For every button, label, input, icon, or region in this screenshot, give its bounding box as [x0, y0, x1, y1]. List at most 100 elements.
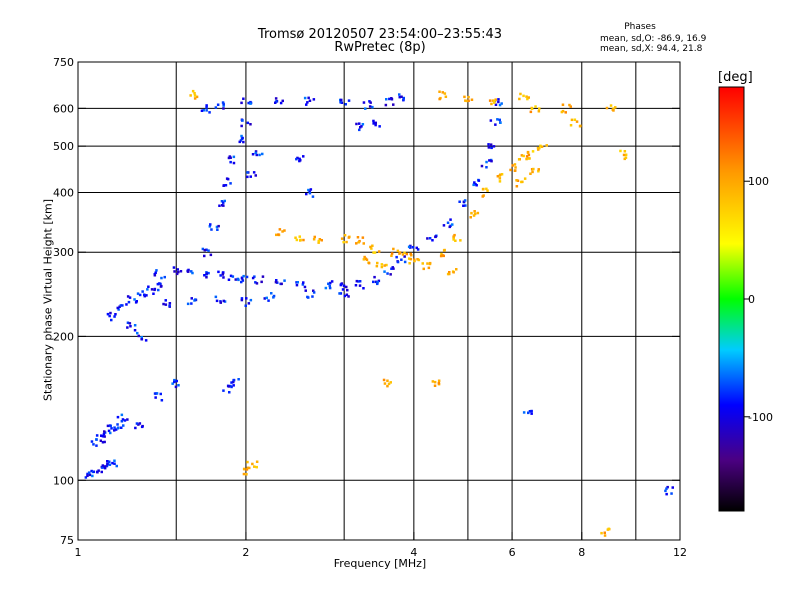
echo-point-x [522, 95, 525, 98]
echo-point-o [190, 270, 193, 273]
echo-point-o [490, 119, 493, 122]
echo-point-x [470, 216, 473, 219]
echo-point-o [389, 273, 392, 276]
echo-point-o [109, 424, 112, 427]
echo-point-o [187, 270, 190, 273]
echo-point-x [363, 242, 366, 245]
chart-subtitle: RwPretec (8p) [200, 41, 560, 55]
echo-point-o [241, 137, 244, 140]
echo-point-o [240, 281, 243, 284]
echo-point-x [527, 151, 530, 154]
echo-point-o [497, 101, 500, 104]
echo-point-o [499, 122, 502, 125]
echo-point-o [113, 463, 116, 466]
y-tick-label: 75 [60, 534, 74, 547]
echo-point-x [318, 240, 321, 243]
echo-point-o [237, 278, 240, 281]
echo-point-x [438, 98, 441, 101]
echo-point-x [514, 163, 517, 166]
echo-point-o [217, 225, 220, 228]
echo-point-o [383, 270, 386, 273]
echo-point-o [220, 301, 223, 304]
echo-point-o [373, 276, 376, 279]
echo-point-o [298, 158, 301, 161]
echo-point-o [313, 291, 316, 294]
echo-point-x [623, 154, 626, 157]
echo-point-x [532, 150, 535, 153]
echo-point-o [133, 298, 136, 301]
echo-point-x [614, 106, 617, 109]
echo-point-o [248, 302, 251, 305]
echo-point-o [124, 419, 127, 422]
echo-point-o [121, 304, 124, 307]
echo-point-x [561, 111, 564, 114]
echo-point-o [109, 464, 112, 467]
echo-point-o [157, 289, 160, 292]
echo-point-x [283, 229, 286, 232]
echo-point-x [600, 532, 603, 535]
echo-point-x [438, 91, 441, 94]
echo-point-o [103, 433, 106, 436]
echo-point-o [270, 292, 273, 295]
echo-point-o [154, 272, 157, 275]
y-tick-label: 300 [53, 246, 74, 259]
echo-point-o [250, 299, 253, 302]
echo-point-o [362, 287, 365, 290]
echo-point-x [410, 253, 413, 256]
echo-point-o [164, 276, 167, 279]
grid-lines [78, 62, 680, 540]
echo-point-o [464, 199, 467, 202]
echo-point-x [384, 382, 387, 385]
echo-point-o [136, 422, 139, 425]
echo-point-o [530, 410, 533, 413]
echo-point-x [467, 96, 470, 99]
echo-point-o [201, 110, 204, 113]
echo-point-x [565, 111, 568, 114]
echo-point-o [204, 249, 207, 252]
echo-point-o [358, 122, 361, 125]
echo-point-o [266, 297, 269, 300]
echo-point-o [116, 465, 119, 468]
echo-point-x [448, 273, 451, 276]
echo-point-o [310, 188, 313, 191]
echo-point-x [429, 262, 432, 265]
echo-point-x [434, 381, 437, 384]
echo-point-o [490, 147, 493, 150]
echo-point-o [102, 435, 105, 438]
echo-point-o [126, 326, 129, 329]
echo-point-o [91, 440, 94, 443]
echo-point-x [453, 234, 456, 237]
echo-point-o [304, 286, 307, 289]
echo-point-o [447, 222, 450, 225]
echo-point-o [216, 300, 219, 303]
echo-point-o [241, 277, 244, 280]
echo-point-o [89, 474, 92, 477]
x-tick-label: 12 [673, 546, 687, 559]
echo-point-o [165, 299, 168, 302]
echo-point-o [246, 276, 249, 279]
echo-point-x [606, 107, 609, 110]
echo-point-o [176, 380, 179, 383]
echo-point-o [369, 101, 372, 104]
echo-point-o [325, 287, 328, 290]
echo-point-o [245, 297, 248, 300]
echo-point-o [230, 381, 233, 384]
echo-point-o [173, 266, 176, 269]
echo-point-o [223, 300, 226, 303]
y-tick-label: 200 [53, 330, 74, 343]
echo-point-x [386, 385, 389, 388]
echo-point-o [155, 269, 158, 272]
echo-point-x [194, 97, 197, 100]
echo-point-x [383, 264, 386, 267]
echo-point-x [381, 263, 384, 266]
echo-point-o [233, 156, 236, 159]
echo-point-o [400, 259, 403, 262]
echo-point-o [168, 305, 171, 308]
echo-point-x [438, 380, 441, 383]
echo-point-o [449, 226, 452, 229]
echo-point-o [242, 275, 245, 278]
echo-point-o [255, 152, 258, 155]
echo-point-o [304, 97, 307, 100]
echo-point-x [532, 168, 535, 171]
echo-point-x [463, 96, 466, 99]
